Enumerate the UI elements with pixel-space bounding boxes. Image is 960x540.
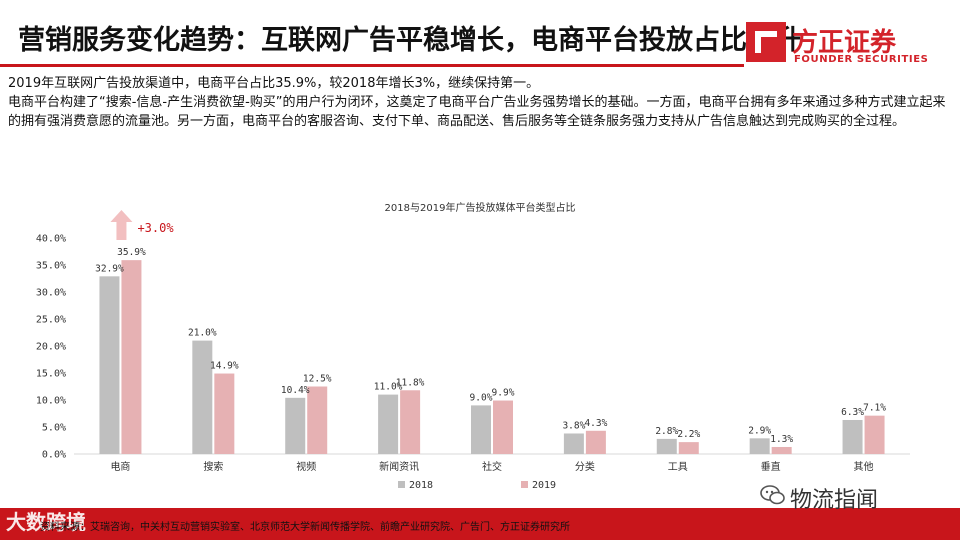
bar-2019 (678, 442, 699, 454)
y-tick-label: 15.0% (36, 369, 66, 380)
x-tick-label: 垂直 (761, 460, 781, 473)
y-tick-label: 35.0% (36, 261, 66, 272)
page-title: 营销服务变化趋势：互联网广告平稳增长，电商平台投放占比提升 (18, 25, 801, 56)
bar-chart: 2018与2019年广告投放媒体平台类型占比 0.0% 5.0% 10.0% 15.0%… (36, 201, 910, 491)
data-label-2019: 11.8% (396, 377, 425, 388)
bar-2019 (585, 430, 606, 454)
x-tick-label: 分类 (575, 460, 595, 473)
increase-arrow-icon (110, 210, 133, 240)
data-label-2019: 4.3% (584, 418, 607, 429)
data-label-2019: 9.9% (492, 388, 515, 399)
data-label-2019: 7.1% (863, 403, 886, 414)
data-label-2019: 12.5% (303, 374, 332, 385)
founder-logo: 方正证券 FOUNDER SECURITIES (746, 22, 946, 70)
legend-label-2019: 2019 (532, 480, 556, 491)
data-label-2018: 21.0% (188, 328, 217, 339)
bar-2018 (99, 276, 120, 454)
data-label-2019: 2.2% (677, 429, 700, 440)
x-tick-label: 社交 (482, 460, 502, 473)
x-tick-label: 新闻资讯 (379, 460, 419, 473)
body-text: 2019年互联网广告投放渠道中，电商平台占比35.9%，较2018年增长3%，继… (8, 74, 948, 131)
data-label-2019: 14.9% (210, 361, 239, 372)
data-label-2018: 10.4% (281, 385, 310, 396)
x-tick-label: 其他 (854, 460, 874, 473)
x-tick-label: 视频 (296, 460, 316, 473)
legend-label-2018: 2018 (409, 480, 433, 491)
bar-2018 (842, 419, 863, 454)
source-note: 资料来源：艾瑞咨询，中关村互动营销实验室、北京师范大学新闻传播学院、前瞻产业研究… (40, 522, 570, 533)
data-label-2018: 9.0% (470, 392, 493, 403)
bar-2019 (864, 415, 885, 454)
y-tick-label: 25.0% (36, 315, 66, 326)
watermark-left: 大数跨境 (6, 510, 86, 534)
watermark-right: 物流指闻 (790, 488, 879, 513)
bar-2018 (192, 340, 213, 454)
body-line-1: 2019年互联网广告投放渠道中，电商平台占比35.9%，较2018年增长3%，继… (8, 76, 540, 91)
data-label-2018: 3.8% (562, 420, 585, 431)
footer-bar (0, 508, 960, 540)
data-label-2019: 1.3% (770, 434, 793, 445)
legend-swatch-2019 (521, 481, 528, 488)
bar-2019 (400, 390, 421, 454)
y-tick-label: 10.0% (36, 396, 66, 407)
bar-2019 (214, 373, 235, 454)
legend-swatch-2018 (398, 481, 405, 488)
logo-text-cn: 方正证券 (792, 28, 897, 58)
data-label-2018: 32.9% (95, 263, 124, 274)
x-tick-label: 搜索 (203, 460, 223, 473)
body-line-2: 电商平台构建了“搜索-信息-产生消费欲望-购买”的用户行为闭环，这奠定了电商平台… (8, 95, 946, 129)
bar-2019 (121, 260, 142, 454)
logo-text-en: FOUNDER SECURITIES (794, 54, 929, 65)
data-label-2018: 6.3% (841, 407, 864, 418)
bar-2018 (378, 394, 399, 454)
bar-2018 (471, 405, 491, 454)
bar-2018 (749, 438, 770, 454)
chart-title: 2018与2019年广告投放媒体平台类型占比 (385, 201, 576, 214)
bar-2019 (307, 386, 328, 454)
data-label-2019: 35.9% (117, 247, 146, 258)
y-tick-label: 40.0% (36, 234, 66, 245)
bar-2018 (563, 433, 584, 454)
data-label-2018: 11.0% (374, 382, 403, 393)
title-divider (0, 64, 744, 67)
y-tick-label: 5.0% (42, 423, 66, 434)
growth-annotation: +3.0% (137, 221, 174, 235)
x-tick-label: 电商 (110, 460, 130, 473)
y-tick-label: 30.0% (36, 288, 66, 299)
y-tick-label: 20.0% (36, 342, 66, 353)
bar-2019 (493, 400, 513, 454)
founder-logo-icon (746, 22, 786, 62)
bar-2018 (656, 438, 677, 454)
bar-2019 (771, 446, 792, 454)
x-tick-label: 工具 (668, 461, 688, 473)
data-label-2018: 2.9% (748, 425, 771, 436)
y-tick-label: 0.0% (42, 450, 66, 461)
wechat-icon (760, 485, 785, 505)
data-label-2018: 2.8% (655, 426, 678, 437)
bar-2018 (285, 397, 306, 454)
